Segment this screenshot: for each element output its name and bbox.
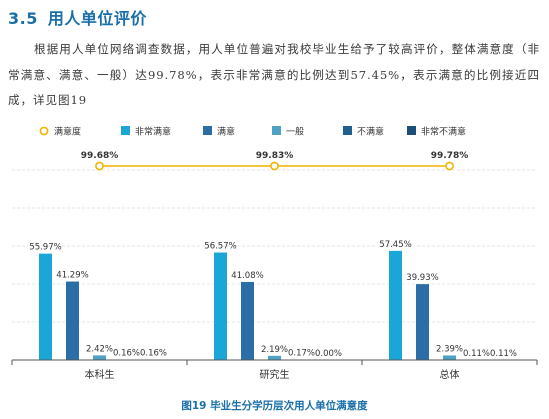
bar (443, 355, 456, 360)
legend-marker-line (39, 126, 49, 136)
chart-legend: 满意度 非常满意 满意 一般 不满意 非常不满意 (39, 126, 466, 138)
bar (416, 284, 429, 360)
bar-value-label: 41.08% (231, 271, 263, 281)
legend-swatch-4 (343, 126, 352, 135)
satisfaction-point (270, 161, 279, 171)
bar-value-label: 0.16% (113, 349, 140, 359)
bar-value-label: 57.45% (379, 240, 411, 250)
bar-value-label: 39.93% (406, 273, 438, 283)
legend-label: 非常不满意 (421, 126, 466, 138)
section-number: 3.5 (8, 9, 38, 28)
satisfaction-point (95, 161, 104, 171)
legend-swatch-1 (121, 126, 130, 135)
figure-caption: 图19 毕业生分学历层次用人单位满意度 (181, 400, 368, 412)
legend-swatch-2 (203, 126, 212, 135)
bar-value-label: 2.39% (436, 344, 463, 354)
legend-label: 满意度 (54, 126, 81, 138)
bar-value-label: 56.57% (204, 242, 236, 252)
chart-gridlines (12, 169, 537, 361)
bar-value-label: 0.11% (490, 349, 517, 359)
bar (241, 281, 254, 360)
bar (268, 355, 281, 360)
bar-value-label: 2.42% (86, 344, 113, 354)
section-heading: 3.5 用人单位评价 (8, 5, 147, 29)
bar-value-label: 0.00% (315, 349, 342, 359)
legend-label: 满意 (217, 126, 235, 138)
satisfaction-value-label: 99.68% (81, 151, 119, 161)
bar (93, 355, 106, 360)
legend-swatch-5 (407, 126, 416, 135)
bar-value-label: 0.17% (288, 349, 315, 359)
section-title: 用人单位评价 (47, 9, 147, 28)
satisfaction-point (445, 161, 454, 171)
bar (39, 253, 52, 360)
legend-label: 不满意 (357, 126, 384, 138)
legend-label: 非常满意 (135, 126, 171, 138)
bar (214, 252, 227, 360)
bar (389, 250, 402, 360)
satisfaction-line: 99.68% 99.83% 99.78% (81, 151, 469, 171)
bar-value-label: 2.19% (261, 345, 288, 355)
legend-label: 一般 (286, 126, 304, 138)
bar-value-label: 0.11% (463, 349, 490, 359)
x-axis: 本科生 研究生 总体 (11, 359, 538, 381)
chart-bars: 55.97%41.29%2.42% 0.16% 0.16%56.57%41.08%2… (29, 240, 517, 360)
category-label: 研究生 (260, 368, 290, 381)
category-label: 本科生 (85, 368, 115, 381)
bar-value-label: 0.16% (140, 349, 167, 359)
bar-value-label: 41.29% (56, 271, 88, 281)
bar (66, 281, 79, 360)
bar-value-label: 55.97% (29, 243, 61, 253)
description-paragraph: 根据用人单位网络调查数据，用人单位普遍对我校毕业生给予了较高评价，整体满意度（非… (8, 42, 540, 107)
satisfaction-value-label: 99.83% (256, 151, 294, 161)
legend-swatch-3 (272, 126, 281, 135)
category-label: 总体 (440, 368, 460, 381)
satisfaction-value-label: 99.78% (431, 151, 469, 161)
